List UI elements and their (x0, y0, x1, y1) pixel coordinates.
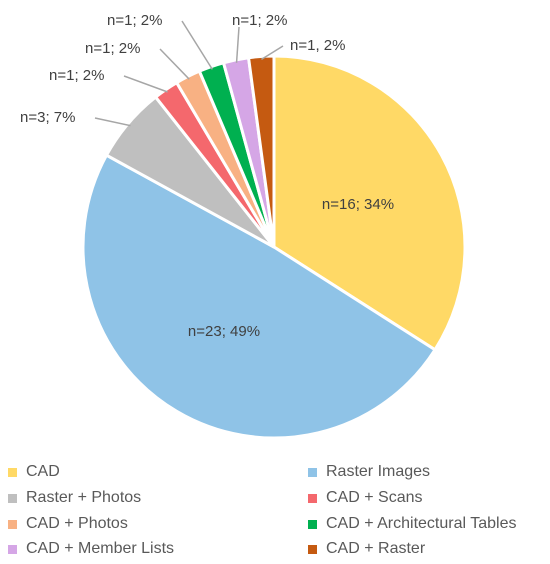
legend-label: CAD + Raster (326, 540, 426, 557)
legend-label: Raster Images (326, 463, 431, 480)
legend-label: CAD (26, 463, 60, 480)
legend-label: CAD + Scans (326, 489, 423, 506)
legend-item-cad-scans: CAD + Scans (308, 487, 422, 509)
legend-label: Raster + Photos (26, 489, 142, 506)
data-label-cad: n=16; 34% (322, 196, 394, 213)
leader-lines (94, 20, 284, 127)
legend-item-cad-architectural-tables: CAD + Architectural Tables (308, 513, 516, 535)
data-label-cad-raster: n=1, 2% (290, 37, 345, 54)
pie-slice-cad-raster (247, 54, 276, 249)
data-label-cad-architectural-tables: n=1; 2% (107, 12, 162, 29)
legend-swatch (308, 544, 317, 554)
legend-swatch (8, 519, 17, 529)
legend-label: CAD + Member Lists (26, 540, 175, 557)
legend-label: CAD + Photos (26, 515, 128, 532)
legend-item-cad-raster: CAD + Raster (308, 538, 425, 560)
legend-item-cad-member-lists: CAD + Member Lists (8, 538, 174, 560)
legend-item-cad-photos: CAD + Photos (8, 513, 128, 535)
pie-slices (81, 54, 467, 440)
data-label-raster-images: n=23; 49% (188, 323, 260, 340)
legend-item-raster-images: Raster Images (308, 461, 430, 483)
data-label-raster-photos: n=3; 7% (20, 109, 75, 126)
data-labels: n=16; 34%n=23; 49%n=3; 7%n=1; 2%n=1; 2%n… (20, 12, 394, 340)
pie-chart: n=16; 34%n=23; 49%n=3; 7%n=1; 2%n=1; 2%n… (20, 12, 467, 440)
legend-item-raster-photos: Raster + Photos (8, 487, 141, 509)
data-label-cad-member-lists: n=1; 2% (232, 12, 287, 29)
legend-swatch (8, 493, 17, 503)
leader-line-cad-scans (123, 75, 168, 93)
leader-line-raster-photos (94, 117, 131, 127)
legend-swatch (8, 467, 17, 477)
leader-line-cad-photos (159, 48, 190, 80)
data-label-cad-photos: n=1; 2% (85, 40, 140, 57)
leader-line-cad-raster (261, 45, 284, 61)
legend-swatch (308, 467, 317, 477)
pie-slice-raster-images (81, 153, 437, 440)
leader-line-cad-architectural-tables (181, 20, 213, 70)
legend-swatch (8, 544, 17, 554)
legend-item-cad: CAD (8, 461, 60, 483)
legend-swatch (308, 519, 317, 529)
legend: CAD Raster Images Raster + Photos CAD + Sca… (0, 452, 550, 564)
legend-swatch (308, 493, 317, 503)
leader-line-cad-member-lists (235, 26, 240, 63)
data-label-cad-scans: n=1; 2% (49, 67, 104, 84)
legend-label: CAD + Architectural Tables (326, 515, 517, 532)
